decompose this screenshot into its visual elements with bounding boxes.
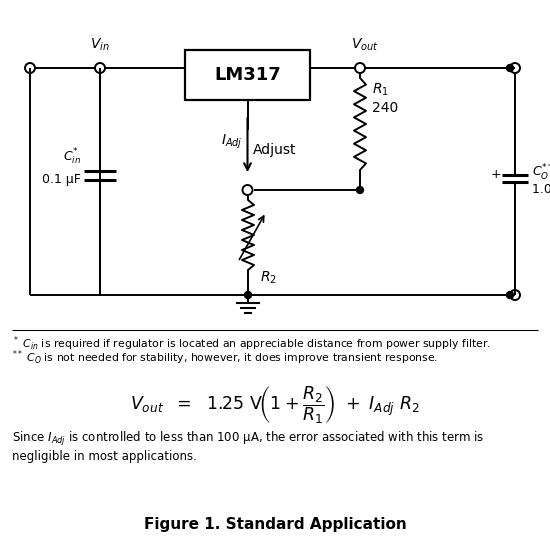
- Circle shape: [356, 186, 364, 194]
- Text: $R_1$: $R_1$: [372, 82, 389, 98]
- Text: $C_O^{**}$: $C_O^{**}$: [532, 163, 550, 183]
- Circle shape: [245, 292, 251, 299]
- Text: Adjust: Adjust: [252, 143, 296, 157]
- Text: LM317: LM317: [214, 66, 281, 84]
- Circle shape: [507, 65, 514, 72]
- Text: $I_{Adj}$: $I_{Adj}$: [221, 133, 243, 151]
- Text: $V_{out}\ \ =\ \ 1.25\ \mathrm{V}\!\left(1 + \dfrac{R_2}{R_1}\right)\ +\ I_{Adj}: $V_{out}\ \ =\ \ 1.25\ \mathrm{V}\!\left…: [130, 385, 420, 426]
- Text: 0.1 μF: 0.1 μF: [42, 174, 81, 186]
- Text: 240: 240: [372, 101, 398, 115]
- Circle shape: [507, 292, 514, 299]
- Text: $R_2$: $R_2$: [260, 270, 277, 286]
- Text: $V_{out}$: $V_{out}$: [351, 37, 379, 53]
- Text: Since $I_{Adj}$ is controlled to less than 100 μA, the error associated with thi: Since $I_{Adj}$ is controlled to less th…: [12, 430, 485, 463]
- Text: $C_{in}^{*}$: $C_{in}^{*}$: [63, 147, 81, 167]
- Text: +: +: [491, 168, 501, 181]
- Bar: [185, 50, 310, 100]
- Text: $V_{in}$: $V_{in}$: [90, 37, 110, 53]
- Text: $^*\ C_{in}$ is required if regulator is located an appreciable distance from po: $^*\ C_{in}$ is required if regulator is…: [12, 334, 491, 353]
- Text: $^{**}\ C_O$ is not needed for stability, however, it does improve transient res: $^{**}\ C_O$ is not needed for stability…: [12, 348, 438, 367]
- Text: Figure 1. Standard Application: Figure 1. Standard Application: [144, 517, 406, 532]
- Text: 1.0 μF: 1.0 μF: [532, 183, 550, 196]
